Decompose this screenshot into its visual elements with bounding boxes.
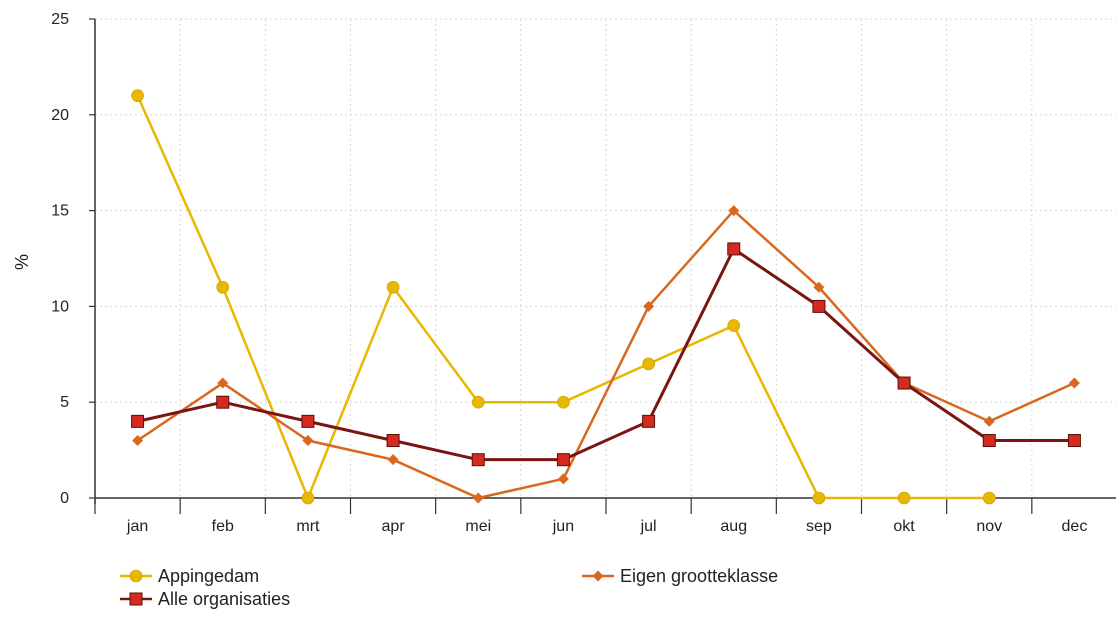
data-point: [982, 491, 996, 505]
data-point: [471, 395, 485, 409]
x-tick-label: nov: [976, 518, 1002, 535]
data-point: [727, 319, 741, 332]
y-tick-label: 0: [60, 490, 69, 507]
data-point: [642, 357, 655, 371]
x-tick-labels: jan feb mrt apr mei jun jul aug sep okt nov dec: [126, 518, 1087, 535]
legend-item: Eigen grootteklasse: [582, 566, 778, 586]
data-point: [301, 491, 315, 505]
data-point: [728, 205, 740, 217]
x-tick-label: mrt: [296, 518, 320, 535]
y-axis-label: %: [12, 254, 32, 270]
x-tick-label: dec: [1062, 518, 1088, 535]
data-point: [982, 434, 996, 448]
y-tick-label: 10: [51, 298, 69, 315]
x-tick-label: jun: [552, 518, 574, 535]
series-1: [132, 205, 1080, 504]
legend: Appingedam Eigen grootteklasse Alle organi…: [120, 566, 778, 609]
legend-item: Alle organisaties: [120, 589, 290, 609]
legend-marker: [129, 592, 143, 606]
grid: [95, 18, 1116, 498]
data-point: [217, 377, 229, 389]
x-tick-label: okt: [893, 518, 915, 535]
data-point: [812, 299, 826, 313]
data-point: [1067, 434, 1081, 448]
legend-label: Alle organisaties: [158, 589, 290, 609]
data-point: [983, 415, 995, 427]
legend-label: Eigen grootteklasse: [620, 566, 778, 586]
series-2: [131, 242, 1081, 467]
data-point: [812, 491, 826, 505]
data-point: [301, 414, 315, 428]
data-point: [132, 435, 144, 447]
legend-marker: [592, 570, 604, 582]
data-point: [727, 242, 741, 256]
data-point: [131, 414, 145, 428]
y-tick-label: 5: [60, 394, 69, 411]
x-tick-label: sep: [806, 518, 832, 535]
y-tick-label: 15: [51, 203, 69, 220]
data-point: [557, 395, 570, 409]
data-point: [813, 281, 825, 293]
data-point: [556, 453, 570, 467]
data-point: [302, 435, 314, 447]
legend-item: Appingedam: [120, 566, 259, 586]
data-point: [897, 491, 911, 505]
series-line: [136, 209, 1075, 500]
series-0: [131, 89, 996, 505]
data-point: [216, 280, 230, 294]
series-group: [131, 89, 1081, 505]
x-tick-label: aug: [720, 518, 747, 535]
data-point: [557, 473, 569, 485]
data-point: [642, 414, 656, 428]
data-point: [386, 280, 400, 294]
data-point: [387, 454, 399, 466]
data-point: [471, 453, 485, 467]
data-point: [216, 395, 230, 409]
data-point: [1068, 377, 1080, 389]
y-tick-label: 20: [51, 107, 69, 124]
legend-label: Appingedam: [158, 566, 259, 586]
data-point: [386, 434, 400, 448]
x-tick-label: feb: [212, 518, 234, 535]
data-point: [472, 492, 484, 504]
x-tick-label: mei: [465, 518, 491, 535]
y-tick-label: 25: [51, 11, 69, 28]
data-point: [897, 376, 911, 390]
x-tick-label: jan: [126, 518, 148, 535]
legend-marker: [129, 569, 143, 583]
axes: [89, 18, 1116, 514]
data-point: [131, 89, 144, 102]
series-line: [137, 247, 1075, 462]
y-tick-labels: 0 5 10 15 20 25: [51, 11, 69, 507]
x-tick-label: jul: [640, 518, 657, 535]
x-tick-label: apr: [382, 518, 406, 535]
data-point: [643, 300, 655, 312]
